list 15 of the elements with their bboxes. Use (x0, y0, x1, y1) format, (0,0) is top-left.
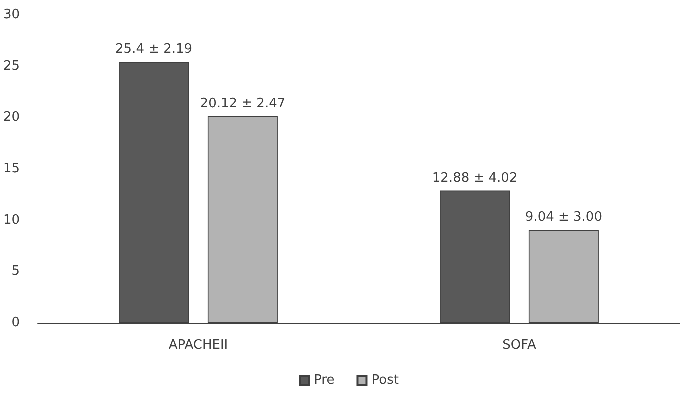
x-tick-label: APACHEII (168, 338, 228, 353)
legend-label: Post (372, 373, 399, 388)
x-tick-label: SOFA (502, 338, 536, 353)
y-tick-label: 5 (12, 264, 20, 280)
y-tick-label: 25 (3, 58, 20, 74)
y-tick-label: 30 (3, 8, 20, 22)
legend-label: Pre (314, 373, 335, 388)
data-label: 9.04 ± 3.00 (525, 210, 602, 226)
y-tick-label: 10 (3, 212, 20, 228)
y-tick-label: 20 (3, 110, 20, 126)
data-label: 20.12 ± 2.47 (200, 96, 286, 112)
data-label: 12.88 ± 4.02 (432, 170, 518, 186)
data-label: 25.4 ± 2.19 (116, 42, 193, 58)
y-tick-label: 0 (12, 316, 20, 330)
y-tick-label: 15 (3, 162, 20, 176)
